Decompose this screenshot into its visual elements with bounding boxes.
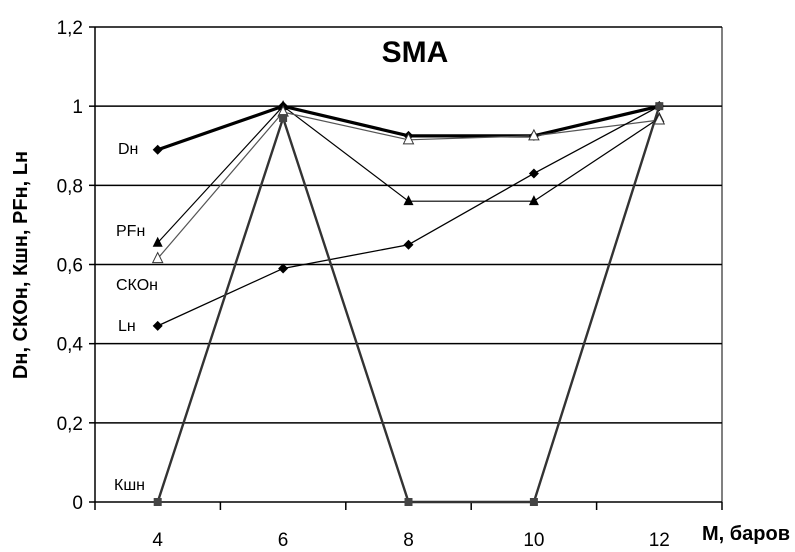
y-tick-label-6: 1,2	[57, 18, 83, 39]
series-4-point-2	[404, 498, 413, 506]
y-tick-label-3: 0,6	[57, 256, 83, 277]
y-tick-label-5: 1	[72, 97, 83, 118]
series-2-point-0	[151, 251, 164, 264]
marker-layer	[151, 100, 666, 506]
x-axis-title: M, баров	[702, 523, 790, 545]
x-tick-label-2: 8	[403, 530, 414, 551]
y-tick-label-2: 0,4	[57, 335, 84, 356]
series-label-4: Кшн	[114, 477, 145, 494]
y-axis-title: Dн, СКОн, Кшн, PFн, Lн	[10, 151, 32, 379]
series-4-point-1	[279, 114, 288, 123]
y-tick-label-4: 0,8	[57, 176, 83, 197]
x-tick-label-0: 4	[152, 530, 163, 551]
series-3-point-0	[152, 320, 163, 331]
series-label-1: PFн	[116, 223, 145, 240]
series-layer	[156, 104, 661, 504]
x-tick-label-1: 6	[278, 530, 289, 551]
series-line-4	[156, 105, 661, 504]
series-label-2: СКОн	[116, 277, 158, 294]
series-1-point-2	[403, 195, 414, 206]
series-2-point-2	[402, 132, 415, 145]
axis-layer: 0 0,2 0,4 0,6 0,8 1 1,2 4 6 8 10 12	[57, 18, 723, 551]
series-0-point-0	[152, 144, 163, 155]
series-label-0: Dн	[118, 141, 138, 158]
series-1-point-0	[152, 236, 163, 247]
series-line-1	[157, 105, 660, 244]
series-3-point-3	[528, 168, 539, 179]
series-3-point-1	[278, 263, 289, 274]
series-1-point-3	[528, 195, 539, 206]
series-3-point-2	[403, 239, 414, 250]
series-2-point-4	[653, 112, 666, 125]
label-layer: Dн PFн СКОн Lн Кшн	[114, 141, 158, 494]
series-4-point-3	[529, 498, 538, 506]
x-tick-label-4: 12	[649, 530, 670, 551]
x-tick-label-3: 10	[523, 530, 544, 551]
chart-title: SMA	[382, 36, 449, 69]
series-4-point-4	[655, 102, 664, 111]
y-tick-label-1: 0,2	[57, 414, 83, 435]
y-tick-label-0: 0	[72, 493, 83, 514]
series-label-3: Lн	[118, 318, 136, 335]
grid-layer	[95, 26, 722, 424]
series-2-point-3	[528, 128, 540, 141]
series-4-point-0	[153, 498, 162, 506]
